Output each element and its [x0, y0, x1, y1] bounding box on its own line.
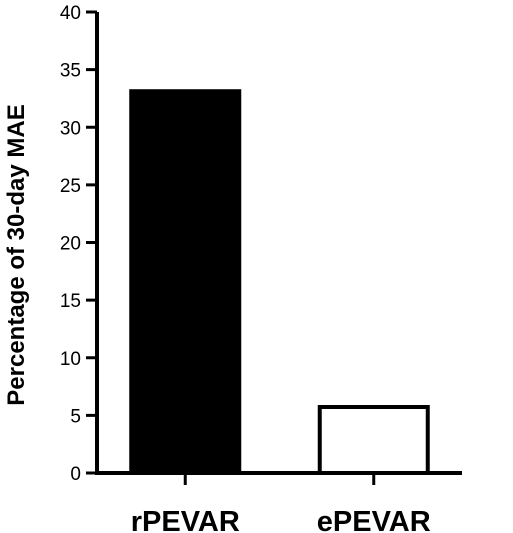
- y-tick-label: 10: [60, 349, 81, 370]
- x-tick-label: ePEVAR: [317, 506, 431, 533]
- y-tick-label: 5: [70, 406, 81, 427]
- bars: [129, 89, 430, 475]
- y-tick-label: 35: [60, 61, 81, 82]
- y-tick-label: 25: [60, 176, 81, 197]
- y-tick-label: 30: [60, 118, 81, 139]
- bar-rPEVAR: [129, 89, 242, 475]
- x-axis: [95, 471, 462, 485]
- y-axis-title: Percentage of 30-day MAE: [3, 104, 30, 405]
- y-tick-label: 0: [70, 464, 81, 485]
- bar-ePEVAR: [317, 405, 430, 475]
- x-axis-labels: rPEVAR ePEVAR: [131, 506, 431, 533]
- y-tick-label: 15: [60, 291, 81, 312]
- y-tick-label: 40: [60, 3, 81, 24]
- y-tick-label: 20: [60, 234, 81, 255]
- x-tick-label: rPEVAR: [131, 506, 240, 533]
- y-axis-ticks: 0 5 10 15 20 25 30 35 40: [60, 3, 97, 485]
